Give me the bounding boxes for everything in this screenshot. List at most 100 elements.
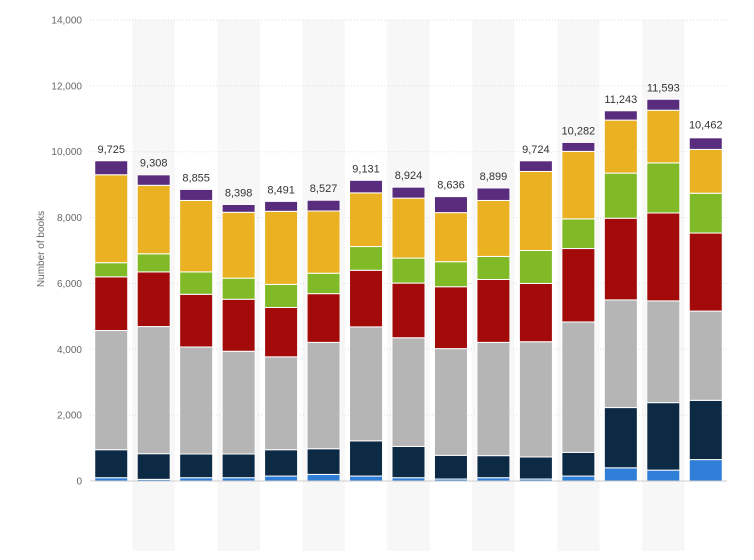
bar-stack [476,187,511,482]
bar-total-label: 8,398 [225,187,253,199]
total-labels: 9,725 9,308 8,855 8,398 8,491 8,527 9,131 8,924… [97,82,722,199]
bar-total-label: 8,491 [267,184,295,196]
bar-segment [561,321,596,453]
bar-segment [94,174,129,264]
bar-segment [179,293,214,348]
bar-total-label: 8,636 [437,180,465,192]
bar-segment [264,356,299,451]
bar-total-label: 11,243 [604,94,637,106]
bar-segment [179,271,214,295]
bar-segment [136,253,171,273]
bar-segment [518,250,553,284]
bar-total-label: 10,462 [689,120,723,132]
bar-segment [136,174,171,186]
bar-segment [391,257,426,284]
y-axis-title: Number of books [36,211,47,287]
bar-segment [688,192,723,234]
bar-segment [561,141,596,152]
bar-segment [179,199,214,273]
bar-segment [264,210,299,285]
bar-total-label: 11,593 [647,82,680,94]
bar-segment [94,160,129,176]
bar-segment [518,160,553,172]
bar-segment [433,212,468,263]
bar-stack [391,186,426,482]
bar-segment [136,326,171,455]
bar-segment [518,282,553,343]
bar-segment [306,341,341,450]
bar-segment [646,162,681,214]
bar-segment [264,200,299,212]
bar-segment [264,475,299,482]
bar-segment [264,283,299,308]
bar-segment [646,402,681,471]
bar-segment [688,148,723,194]
y-tick-label: 14,000 [51,16,82,27]
y-tick-label: 4,000 [57,345,82,356]
bar-segment [603,172,638,219]
bar-total-label: 10,282 [562,125,596,137]
bar-segment [349,440,384,477]
bar-segment [221,298,256,352]
bar-segment [349,475,384,482]
bar-stack [433,196,468,482]
bar-segment [433,348,468,456]
bar-segment [476,455,511,479]
bar-segment [688,137,723,150]
bar-segment [94,449,129,479]
bar-segment [391,282,426,339]
y-tick-label: 0 [76,477,82,488]
bar-segment [476,187,511,201]
bar-segment [221,350,256,455]
bar-segment [136,453,171,480]
bar-segment [688,310,723,401]
bar-segment [179,346,214,455]
bar-stack [518,160,553,482]
bar-total-label: 9,724 [522,144,550,156]
bar-stack [646,98,681,482]
bar-stack [349,179,384,482]
y-axis-ticks: 0 2,000 4,000 6,000 8,000 10,000 12,000 14,000 [51,16,82,488]
bar-segment [221,453,256,479]
bar-segment [221,277,256,300]
bar-stack [688,137,723,482]
bar-total-label: 8,855 [182,172,210,184]
bar-segment [264,449,299,477]
bar-segment [603,299,638,409]
bar-segment [646,469,681,482]
bar-segment [179,453,214,479]
bar-segment [391,186,426,199]
bar-segment [603,119,638,174]
bar-segment [561,218,596,250]
bar-stack [179,188,214,482]
bar-segment [306,293,341,343]
bar-segment [646,98,681,111]
y-tick-label: 8,000 [57,213,82,224]
bar-segment [94,330,129,451]
bar-segment [518,341,553,458]
bar-total-label: 9,308 [140,158,168,170]
bar-segment [306,272,341,295]
bar-segment [646,109,681,164]
bar-segment [561,248,596,323]
bar-segment [391,197,426,259]
bar-segment [306,210,341,274]
bar-segment [476,255,511,280]
bar-segment [433,196,468,214]
bars [94,98,723,482]
bar-segment [349,179,384,194]
bar-stack [264,200,299,482]
bar-segment [221,211,256,279]
bar-segment [306,473,341,482]
bar-segment [476,199,511,257]
bar-segment [688,459,723,482]
bar-total-label: 9,725 [97,144,125,156]
bar-segment [433,286,468,350]
bar-segment [306,199,341,212]
bar-segment [646,212,681,302]
y-tick-label: 10,000 [51,147,82,158]
bar-stack [94,160,129,482]
y-tick-label: 6,000 [57,279,82,290]
bar-segment [264,306,299,358]
